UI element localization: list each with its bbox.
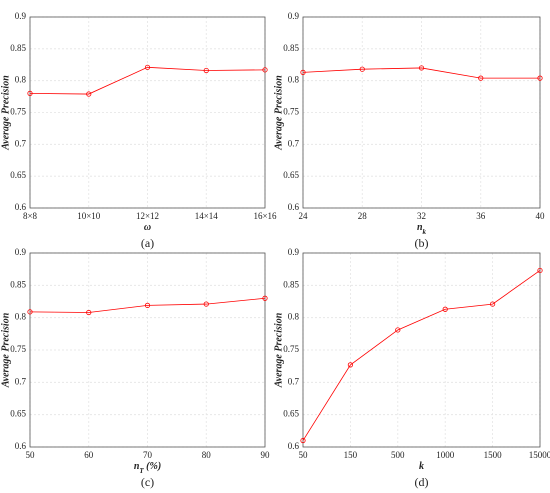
point	[27, 90, 33, 97]
x-tick-label: 36	[476, 211, 486, 221]
x-axis-label-part: n	[417, 222, 423, 233]
x-axis-label: nk	[417, 222, 427, 235]
y-tick-label: 0.8	[15, 312, 27, 322]
x-tick-label: 500	[391, 450, 405, 460]
x-axis-label-part: k	[419, 461, 424, 472]
caption: (a)	[141, 236, 154, 250]
point	[300, 437, 306, 444]
y-tick-label: 0.65	[283, 409, 299, 419]
x-tick-label: 150	[344, 450, 358, 460]
x-tick-label: 1000	[436, 450, 455, 460]
point	[144, 302, 151, 308]
y-tick-label: 0.9	[288, 247, 300, 257]
x-tick-label: 12×12	[136, 211, 159, 221]
y-tick-label: 0.6	[15, 441, 27, 451]
x-tick-label: 60	[84, 450, 94, 460]
y-tick-label: 0.75	[10, 344, 26, 354]
series-line	[29, 66, 266, 95]
point	[489, 301, 496, 307]
point	[144, 64, 151, 70]
y-tick-label: 0.85	[283, 43, 299, 53]
x-tick-label: 90	[261, 450, 271, 460]
y-tick-label: 0.9	[15, 247, 27, 257]
point	[347, 362, 353, 368]
y-axis-label: Average Precision	[273, 312, 284, 388]
x-tick-label: 50	[299, 450, 309, 460]
x-axis-label-part: n	[134, 461, 140, 472]
y-tick-label: 0.7	[288, 376, 300, 386]
point	[262, 67, 268, 73]
point	[359, 66, 365, 72]
y-tick-label: 0.9	[288, 11, 300, 21]
y-tick-label: 0.75	[283, 107, 299, 117]
y-tick-label: 0.8	[288, 75, 300, 85]
y-tick-label: 0.8	[15, 75, 27, 85]
x-axis-label-part: k	[423, 228, 427, 236]
y-tick-label: 0.7	[15, 138, 27, 148]
plot-frame	[29, 16, 266, 209]
x-tick-label: 15000	[529, 450, 550, 460]
x-tick-label: 80	[202, 450, 212, 460]
x-tick-label: 50	[26, 450, 36, 460]
x-axis-label: k	[419, 461, 424, 472]
y-tick-label: 0.65	[10, 170, 26, 180]
y-tick-label: 0.65	[283, 170, 299, 180]
y-tick-label: 0.85	[10, 43, 26, 53]
x-axis-label-part: ω	[144, 222, 151, 233]
plot-frame	[302, 252, 541, 448]
point	[537, 75, 543, 81]
point	[203, 67, 209, 74]
y-tick-label: 0.7	[288, 138, 300, 148]
y-tick-label: 0.75	[283, 344, 299, 354]
x-tick-label: 70	[143, 450, 153, 460]
y-tick-label: 0.9	[15, 11, 27, 21]
y-tick-label: 0.6	[288, 202, 300, 212]
point	[442, 306, 448, 312]
x-tick-label: 14×14	[195, 211, 219, 221]
y-tick-label: 0.85	[283, 279, 299, 289]
plot-frame	[29, 252, 266, 448]
point	[418, 65, 425, 71]
x-axis-label-part: (%)	[144, 461, 162, 472]
point	[27, 309, 33, 315]
y-axis-label: Average Precision	[273, 75, 284, 151]
x-tick-label: 24	[299, 211, 309, 221]
y-axis-label: Average Precision	[0, 75, 11, 151]
point	[478, 75, 484, 81]
x-tick-label: 28	[358, 211, 368, 221]
y-tick-label: 0.6	[15, 202, 27, 212]
y-axis-label: Average Precision	[0, 312, 11, 388]
point	[537, 267, 543, 274]
point	[300, 69, 306, 75]
series-line	[302, 67, 540, 79]
caption: (b)	[415, 236, 429, 250]
y-tick-label: 0.6	[288, 441, 300, 451]
caption: (c)	[141, 475, 154, 489]
y-tick-label: 0.75	[10, 107, 26, 117]
x-axis-label-part: T	[139, 467, 144, 475]
x-tick-label: 32	[417, 211, 426, 221]
y-tick-label: 0.65	[10, 409, 26, 419]
series-line	[302, 270, 541, 441]
point	[86, 91, 92, 97]
caption: (d)	[415, 475, 429, 489]
point	[262, 295, 268, 301]
plot-frame	[302, 16, 541, 209]
x-tick-label: 16×16	[253, 211, 277, 221]
x-tick-label: 8×8	[23, 211, 38, 221]
x-tick-label: 10×10	[77, 211, 101, 221]
x-tick-label: 1500	[484, 450, 503, 460]
x-tick-label: 40	[536, 211, 546, 221]
y-tick-label: 0.8	[288, 312, 300, 322]
series-line	[29, 297, 266, 313]
x-axis-label: nT (%)	[134, 461, 161, 474]
y-tick-label: 0.7	[15, 376, 27, 386]
point	[395, 327, 401, 333]
point	[86, 309, 92, 316]
point	[203, 301, 209, 307]
y-tick-label: 0.85	[10, 279, 26, 289]
x-axis-label: ω	[144, 222, 151, 233]
